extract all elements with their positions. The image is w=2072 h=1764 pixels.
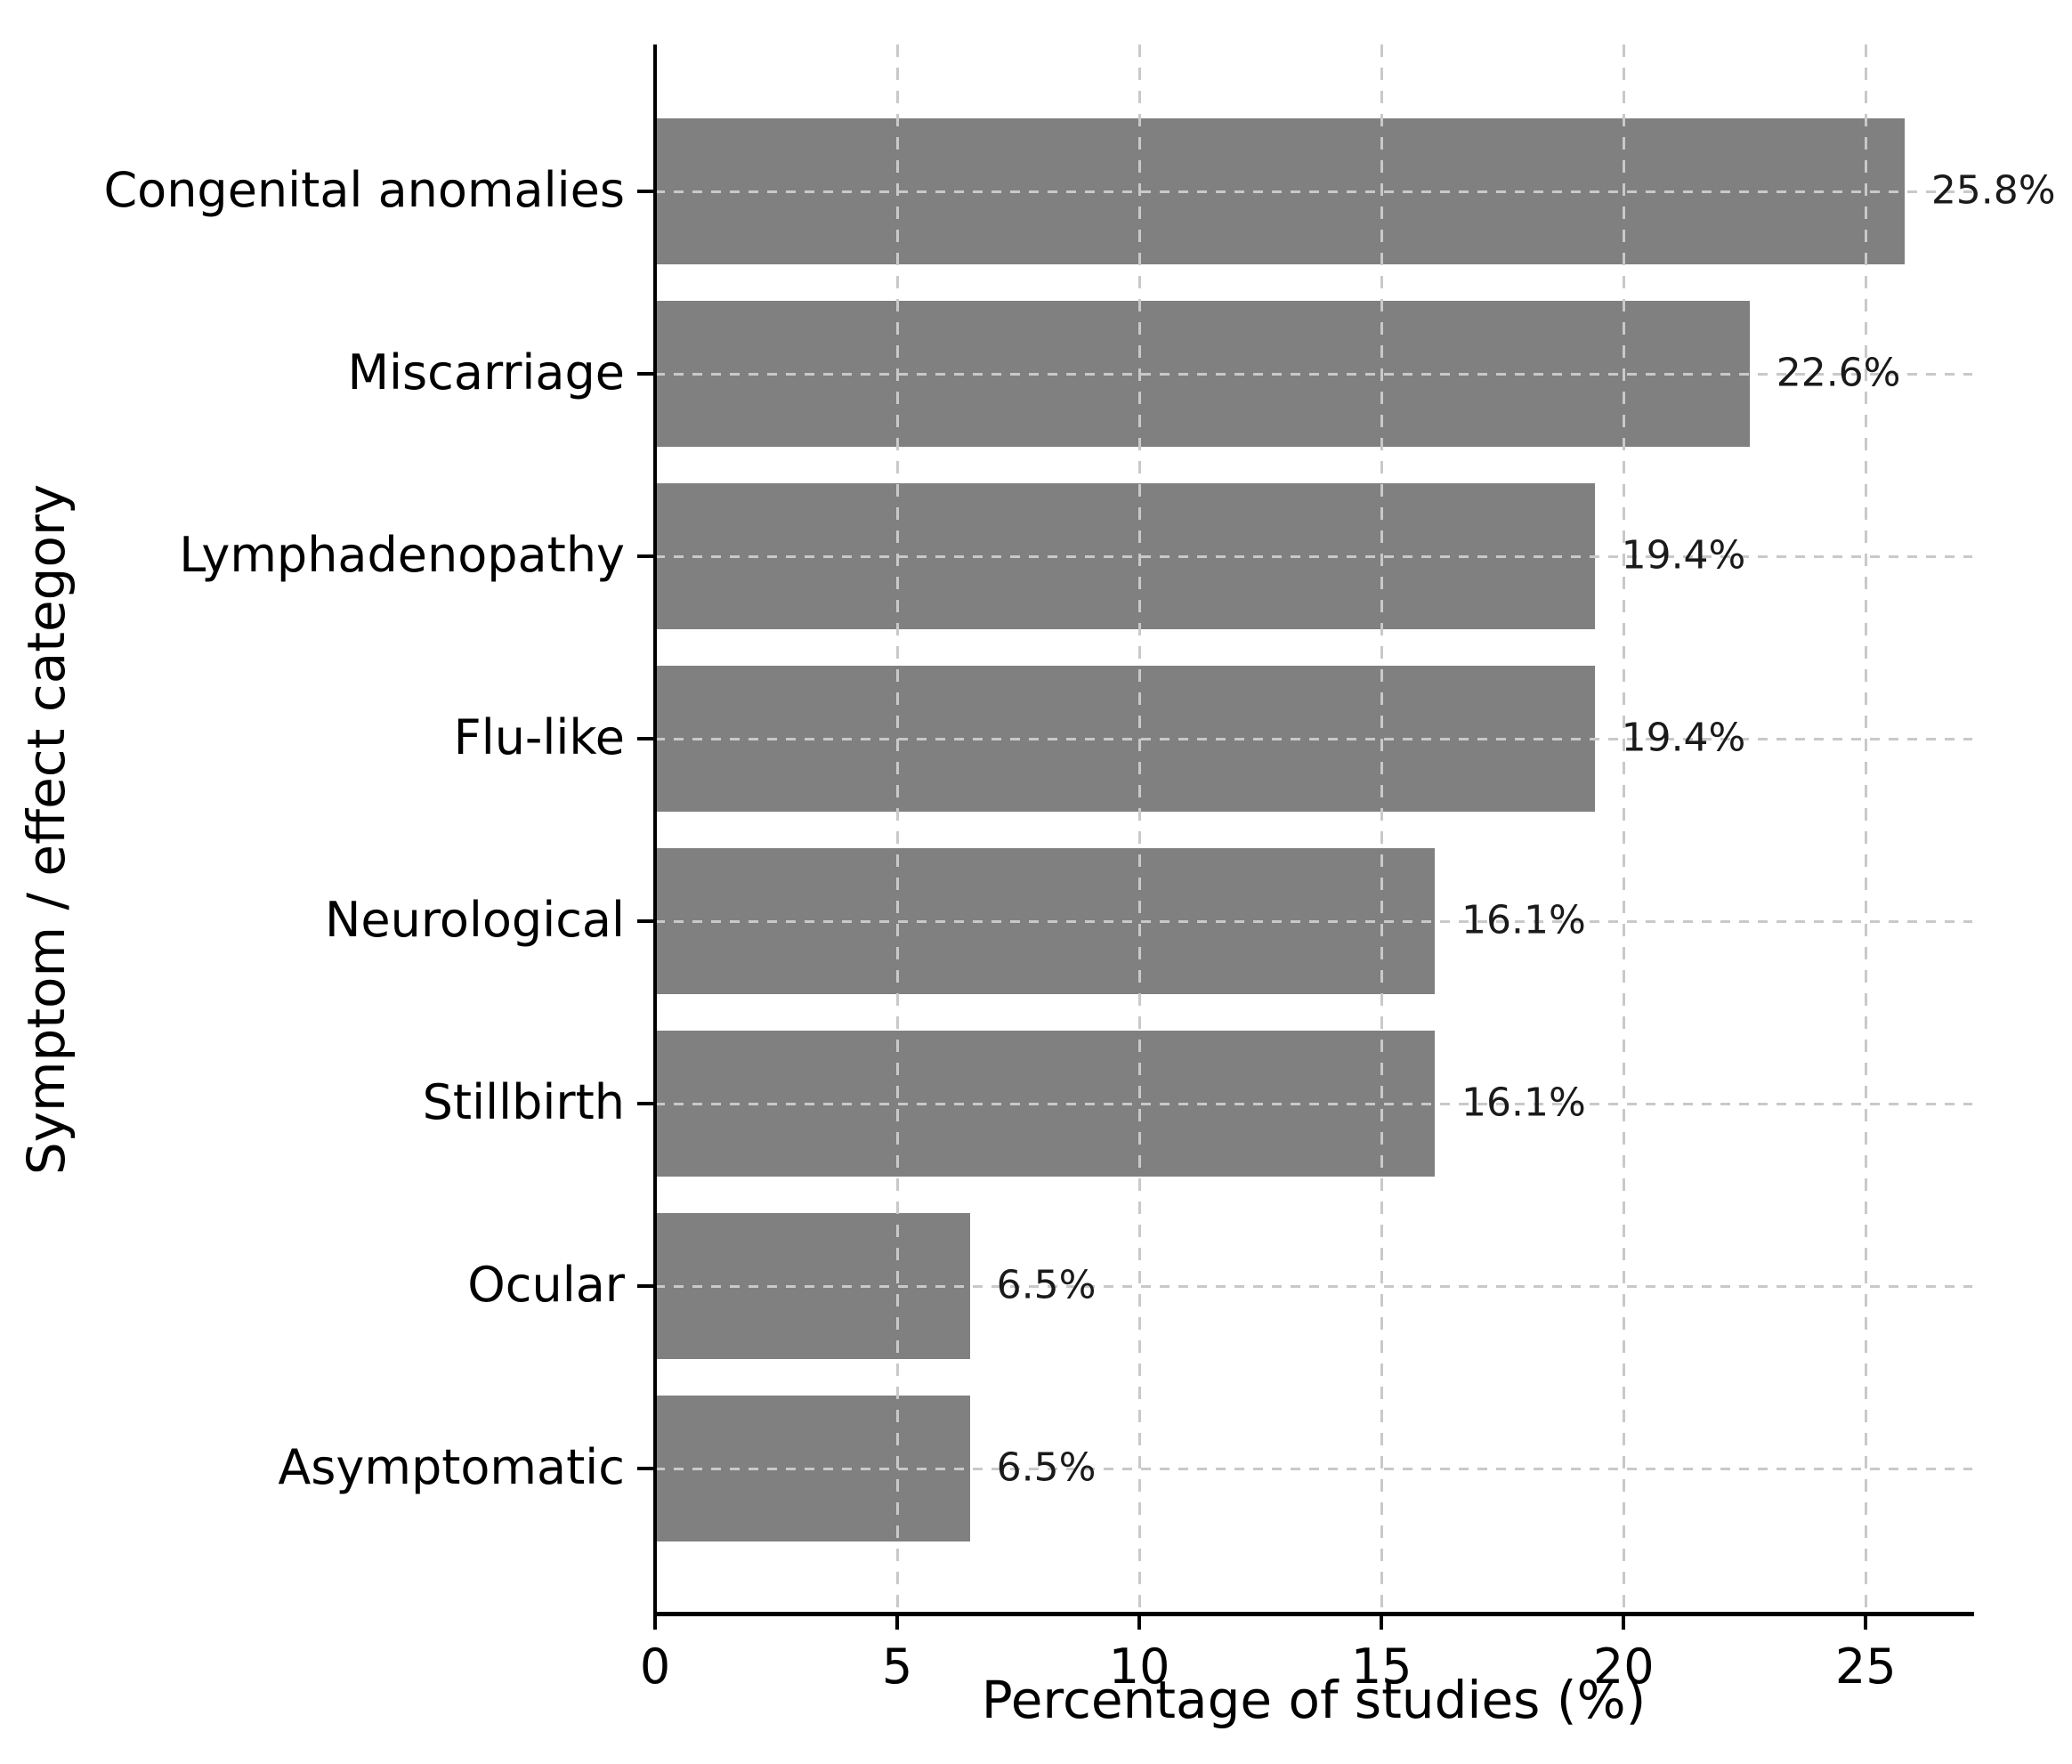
x-tick-mark [1622, 1614, 1626, 1630]
x-tick-mark [653, 1614, 657, 1630]
y-tick-mark [637, 1284, 653, 1288]
horizontal-gridline [655, 919, 1972, 923]
horizontal-gridline [655, 372, 1972, 376]
y-axis-line [653, 45, 657, 1615]
x-tick-mark [895, 1614, 900, 1630]
plot-area: Congenital anomalies 25.8% Miscarriage 2… [103, 45, 2056, 1695]
horizontal-gridline [655, 1102, 1972, 1105]
vertical-gridline [895, 45, 899, 1614]
value-label: 19.4% [1621, 715, 1746, 761]
x-axis-line [653, 1612, 1974, 1616]
category-label: Asymptomatic [278, 1439, 625, 1496]
x-tick-label: 25 [1834, 1639, 1897, 1695]
x-tick-label: 0 [639, 1639, 671, 1695]
category-label: Miscarriage [347, 344, 625, 401]
horizontal-gridline [655, 737, 1972, 740]
x-tick-label: 20 [1592, 1639, 1655, 1695]
x-tick-mark [1380, 1614, 1384, 1630]
vertical-gridline [1622, 45, 1625, 1614]
category-label: Lymphadenopathy [179, 527, 625, 584]
category-label: Congenital anomalies [103, 162, 625, 219]
y-tick-mark [637, 1467, 653, 1470]
vertical-gridline [1864, 45, 1867, 1614]
value-label: 25.8% [1930, 167, 2056, 214]
horizontal-gridline [655, 190, 1972, 193]
vertical-gridline [1380, 45, 1383, 1614]
value-label: 22.6% [1776, 350, 1901, 396]
x-tick-label: 5 [881, 1639, 913, 1695]
horizontal-gridline [655, 1467, 1972, 1470]
vertical-gridline [1137, 45, 1141, 1614]
x-tick-label: 15 [1350, 1639, 1412, 1695]
y-tick-mark [637, 554, 653, 558]
x-tick-mark [1864, 1614, 1868, 1630]
y-tick-mark [637, 737, 653, 740]
y-tick-mark [637, 919, 653, 923]
horizontal-gridline [655, 1284, 1972, 1288]
horizontal-gridline [655, 554, 1972, 558]
value-label: 16.1% [1461, 897, 1586, 943]
value-label: 19.4% [1621, 532, 1746, 579]
category-label: Ocular [467, 1257, 625, 1314]
category-label: Stillbirth [422, 1074, 625, 1131]
x-axis-title: Percentage of studies (%) [981, 1670, 1647, 1730]
y-tick-mark [637, 372, 653, 376]
value-label: 16.1% [1461, 1080, 1586, 1126]
y-tick-mark [637, 1102, 653, 1105]
x-tick-label: 10 [1108, 1639, 1170, 1695]
y-tick-mark [637, 190, 653, 193]
value-label: 6.5% [996, 1444, 1097, 1491]
value-label: 6.5% [996, 1262, 1097, 1308]
y-axis-title: Symptom / effect category [16, 483, 77, 1175]
category-label: Neurological [325, 892, 625, 949]
x-tick-mark [1137, 1614, 1142, 1630]
category-label: Flu-like [453, 709, 625, 766]
